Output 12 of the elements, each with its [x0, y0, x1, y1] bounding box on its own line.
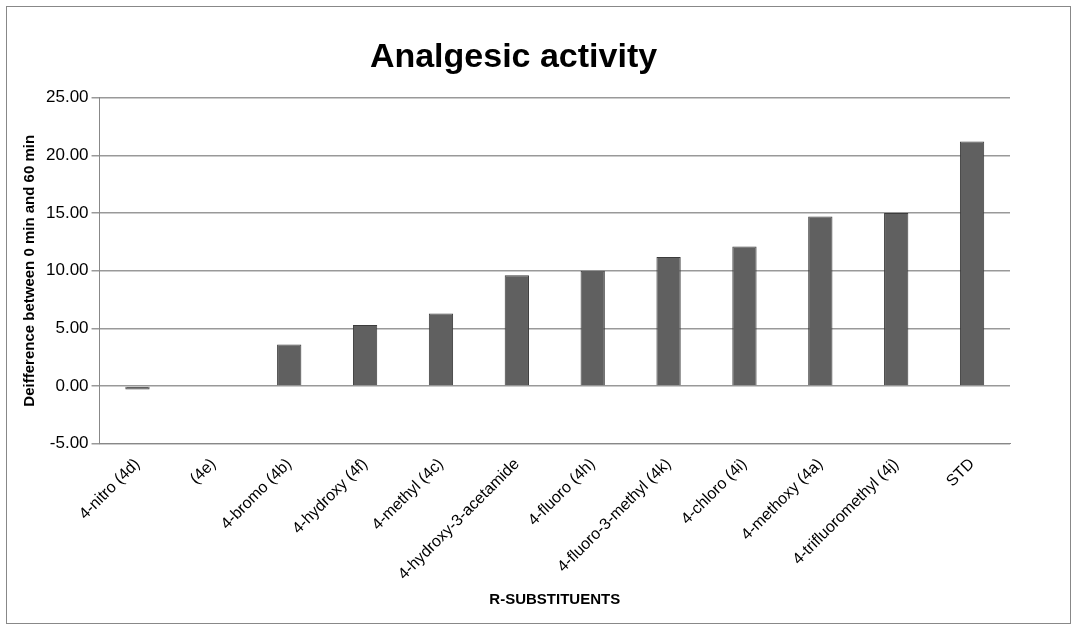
y-tick-label: -5.00: [49, 433, 89, 453]
y-axis-title: Deifference between 0 min and 60 min: [20, 134, 38, 407]
y-tick-label: 20.00: [45, 145, 89, 165]
y-tick-label: 0.00: [55, 375, 89, 395]
y-tick-label: 15.00: [45, 202, 89, 222]
chart-title: Analgesic activity: [369, 35, 658, 74]
x-tick-label: STD: [942, 454, 978, 490]
y-tick-label: 5.00: [55, 318, 89, 338]
x-tick-label: (4e): [186, 454, 219, 487]
y-tick-label: 10.00: [45, 260, 89, 280]
y-tick-label: 25.00: [45, 87, 89, 107]
x-axis-title: R-SUBSTITUENTS: [489, 590, 621, 608]
